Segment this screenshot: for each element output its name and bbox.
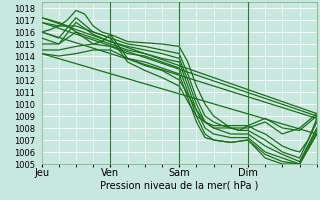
X-axis label: Pression niveau de la mer( hPa ): Pression niveau de la mer( hPa ): [100, 181, 258, 191]
